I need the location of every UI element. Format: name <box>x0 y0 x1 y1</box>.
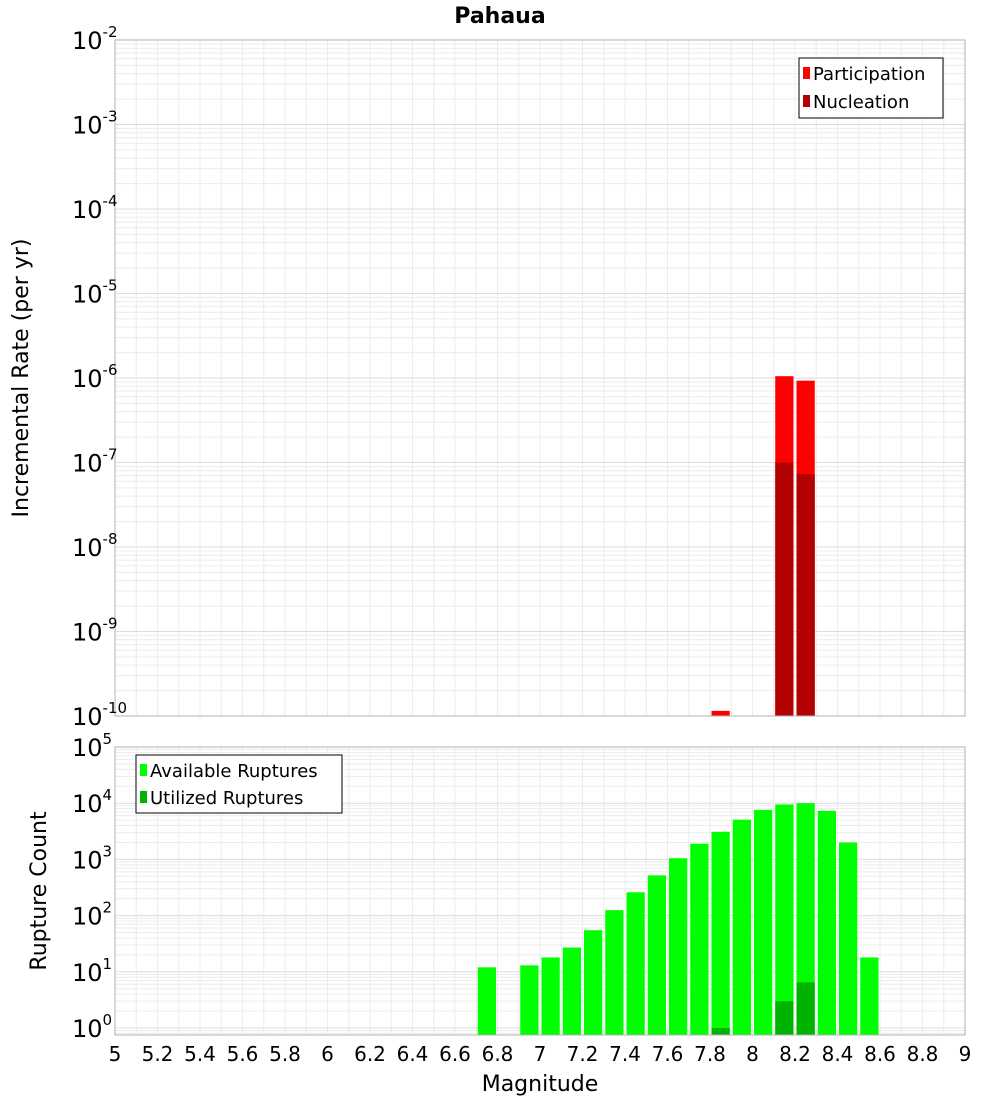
x-tick-label: 7.4 <box>609 1042 641 1066</box>
y-tick-label: 103 <box>72 842 112 874</box>
y-tick-label: 10-10 <box>72 699 127 731</box>
available-ruptures-bar <box>817 810 836 1035</box>
rate-panel: 10-2 10-3 10-4 10-5 10-6 10-7 10-8 10-9 10-10 In… <box>9 23 966 731</box>
nucleation-legend-swatch <box>803 95 810 107</box>
x-tick-label: 6.4 <box>397 1042 429 1066</box>
available-ruptures-bar <box>584 930 603 1035</box>
count-bars <box>477 803 879 1035</box>
available-ruptures-bar <box>796 803 815 1035</box>
rate-legend: Participation Nucleation <box>798 57 944 119</box>
y-tick-label: 10-6 <box>72 361 118 393</box>
x-axis-label: Magnitude <box>482 1072 599 1097</box>
rate-grid <box>114 39 966 717</box>
count-legend-box <box>135 754 343 814</box>
x-tick-label: 7.6 <box>652 1042 684 1066</box>
y-tick-label: 102 <box>72 899 112 931</box>
utilized-ruptures-bar <box>796 982 815 1035</box>
available-legend-swatch <box>140 764 147 776</box>
x-tick-label: 5 <box>109 1042 122 1066</box>
available-ruptures-bar <box>626 892 645 1035</box>
nucleation-bar <box>775 462 794 716</box>
x-ticks: 5 5.2 5.4 5.6 5.8 6 6.2 6.4 6.6 6.8 7 7.2 7.4 7.6 7.8 8… <box>109 1042 972 1066</box>
x-tick-label: 8.8 <box>907 1042 939 1066</box>
x-tick-label: 5.4 <box>184 1042 216 1066</box>
rate-legend-box <box>798 57 944 119</box>
rate-plot-border <box>114 39 966 717</box>
y-tick-label: 100 <box>72 1011 112 1043</box>
x-tick-label: 6.8 <box>482 1042 514 1066</box>
available-ruptures-bar <box>754 809 773 1035</box>
available-ruptures-bar <box>711 831 730 1035</box>
available-ruptures-bar <box>839 842 858 1035</box>
nucleation-bar <box>796 474 815 716</box>
y-tick-label: 105 <box>72 730 112 762</box>
rate-bars <box>711 376 815 716</box>
x-tick-label: 6 <box>321 1042 334 1066</box>
x-tick-label: 6.6 <box>439 1042 471 1066</box>
participation-bar <box>711 710 730 716</box>
utilized-legend-label: Utilized Ruptures <box>150 788 303 809</box>
y-tick-label: 10-9 <box>72 615 118 647</box>
available-legend-label: Available Ruptures <box>150 761 318 782</box>
x-tick-label: 6.2 <box>354 1042 386 1066</box>
available-ruptures-bar <box>541 957 560 1035</box>
participation-legend-swatch <box>803 67 810 79</box>
count-plot-border <box>114 746 966 1036</box>
available-ruptures-bar <box>860 957 879 1035</box>
available-ruptures-bar <box>647 875 666 1035</box>
y-tick-label: 104 <box>72 786 112 818</box>
available-ruptures-bar <box>690 843 709 1035</box>
count-panel: 105 104 103 102 101 100 5 5.2 5.4 5.6 5.8 6 6.2 6.4 6… <box>27 730 971 1097</box>
x-tick-label: 8.4 <box>822 1042 854 1066</box>
y-tick-label: 10-2 <box>72 23 118 55</box>
y-tick-label: 10-4 <box>72 192 118 224</box>
available-ruptures-bar <box>562 947 581 1035</box>
y-tick-label: 10-5 <box>72 277 118 309</box>
y-tick-label: 10-8 <box>72 530 118 562</box>
x-tick-label: 9 <box>959 1042 972 1066</box>
available-ruptures-bar <box>605 910 624 1035</box>
available-ruptures-bar <box>520 965 539 1035</box>
participation-legend-label: Participation <box>813 64 925 85</box>
x-tick-label: 8.2 <box>779 1042 811 1066</box>
count-y-axis-label: Rupture Count <box>27 811 52 971</box>
utilized-ruptures-bar <box>711 1027 730 1035</box>
x-tick-label: 8.6 <box>864 1042 896 1066</box>
x-tick-label: 5.6 <box>227 1042 259 1066</box>
y-tick-label: 10-3 <box>72 108 118 140</box>
rate-y-axis-label: Incremental Rate (per yr) <box>9 239 34 518</box>
rate-y-ticks: 10-2 10-3 10-4 10-5 10-6 10-7 10-8 10-9 10-10 <box>72 23 127 731</box>
count-legend: Available Ruptures Utilized Ruptures <box>135 754 343 814</box>
x-tick-label: 8 <box>746 1042 759 1066</box>
count-y-ticks: 105 104 103 102 101 100 <box>72 730 112 1043</box>
utilized-legend-swatch <box>140 791 147 803</box>
x-tick-label: 7 <box>534 1042 547 1066</box>
x-tick-label: 5.2 <box>142 1042 174 1066</box>
x-tick-label: 7.2 <box>567 1042 599 1066</box>
y-tick-label: 101 <box>72 955 112 987</box>
x-tick-label: 5.8 <box>269 1042 301 1066</box>
available-ruptures-bar <box>732 819 751 1035</box>
available-ruptures-bar <box>775 804 794 1035</box>
available-ruptures-bar <box>477 967 496 1035</box>
chart-title: Pahaua <box>454 4 545 29</box>
nucleation-legend-label: Nucleation <box>813 92 909 113</box>
x-tick-label: 7.8 <box>694 1042 726 1066</box>
y-tick-label: 10-7 <box>72 446 118 478</box>
available-ruptures-bar <box>669 858 688 1035</box>
utilized-ruptures-bar <box>775 1001 794 1035</box>
